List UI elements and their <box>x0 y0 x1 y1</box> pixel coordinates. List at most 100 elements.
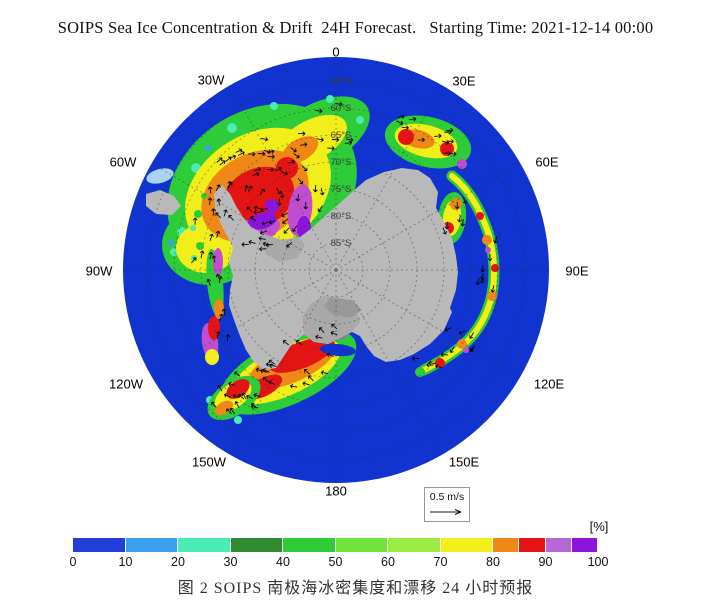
drift-arrow <box>397 114 405 119</box>
drift-arrow <box>215 331 221 339</box>
drift-arrow <box>326 352 334 358</box>
drift-arrow <box>320 370 329 375</box>
drift-arrow <box>327 146 335 151</box>
drift-arrow <box>287 159 296 165</box>
drift-arrow <box>412 356 420 361</box>
lon-label-60e: 60E <box>535 154 559 170</box>
drift-arrow <box>208 251 214 260</box>
drift-arrow <box>223 393 231 398</box>
colorbar-segment <box>440 538 492 552</box>
lon-label-120w: 120W <box>109 376 143 392</box>
drift-arrow <box>253 392 261 398</box>
colorbar-tick-label: 20 <box>171 555 185 569</box>
drift-arrow <box>444 221 450 230</box>
drift-arrow <box>308 375 314 382</box>
drift-arrow <box>298 131 306 136</box>
lat-label-55s: 55°S <box>331 76 352 87</box>
drift-arrow <box>265 362 274 367</box>
drift-arrow <box>444 327 452 332</box>
lon-label-150e: 150E <box>448 454 480 470</box>
drift-arrow <box>234 401 240 408</box>
drift-arrow <box>229 407 235 415</box>
colorbar-segment <box>545 538 571 552</box>
meridian-line <box>151 269 337 377</box>
drift-arrow <box>211 255 217 263</box>
drift-arrow <box>274 166 282 172</box>
drift-arrow <box>228 154 237 159</box>
meridian-line <box>335 163 521 271</box>
drift-arrow <box>315 108 323 114</box>
drift-arrow <box>257 151 266 157</box>
drift-arrow <box>315 334 323 340</box>
drift-arrow <box>265 242 273 248</box>
colorbar-segment <box>335 538 387 552</box>
drift-arrow <box>444 129 452 135</box>
drift-arrow <box>262 368 270 373</box>
drift-arrow <box>316 137 324 143</box>
drift-arrow <box>283 227 290 234</box>
lat-label-65s: 65°S <box>331 130 352 141</box>
drift-arrow <box>228 381 236 387</box>
colorbar-segment <box>230 538 282 552</box>
drift-arrow <box>248 239 256 245</box>
ross-ice-shelf-inner <box>324 298 362 318</box>
drift-arrow <box>246 394 254 400</box>
drift-arrow <box>209 233 214 241</box>
colorbar-segment <box>283 538 335 552</box>
colorbar-segment <box>493 538 519 552</box>
colorbar-ticks: 0 10 20 30 40 50 60 70 80 90 100 <box>69 555 609 571</box>
drift-arrow <box>449 346 455 353</box>
drift-arrow <box>207 186 213 194</box>
drift-arrow <box>293 153 300 159</box>
lon-label-90e: 90E <box>565 263 589 279</box>
drift-arrow <box>457 215 462 223</box>
drift-arrow <box>401 125 409 131</box>
colorbar-tick-label: 80 <box>486 555 500 569</box>
drift-arrow <box>206 278 211 286</box>
drift-arrow <box>301 165 308 172</box>
drift-arrow <box>226 408 232 415</box>
drift-arrow <box>268 359 276 365</box>
latitude-circle <box>146 80 526 460</box>
drift-arrow <box>289 383 298 389</box>
colorbar-tick-label: 70 <box>433 555 448 569</box>
drift-arrow <box>292 225 298 232</box>
meridian-line <box>229 85 337 271</box>
drift-arrow <box>216 198 222 206</box>
drift-arrow <box>441 140 450 145</box>
drift-arrow <box>215 230 221 238</box>
lon-label-180: 180 <box>325 483 347 499</box>
drift-arrow <box>470 345 476 352</box>
drift-arrow <box>460 219 466 227</box>
colorbar-tick-label: 40 <box>276 555 290 569</box>
colorbar-segment <box>125 538 177 552</box>
drift-arrow <box>281 212 289 218</box>
latitude-labels: 55°S 60°S 65°S 70°S 75°S 80°S 85°S <box>331 76 352 249</box>
drift-arrow <box>442 227 448 235</box>
drift-arrow <box>262 376 269 383</box>
meridian-line <box>151 163 337 271</box>
lat-label-85s: 85°S <box>331 238 352 249</box>
colorbar-tick-label: 60 <box>381 555 395 569</box>
drift-arrow <box>440 352 449 358</box>
lat-label-70s: 70°S <box>331 157 352 168</box>
colorbar-tick-label: 0 <box>69 555 77 569</box>
lon-label-30w: 30W <box>197 72 225 88</box>
drift-arrow <box>241 242 249 247</box>
drift-arrow <box>268 380 276 386</box>
colorbar-segment <box>178 538 230 552</box>
drift-arrow <box>480 272 485 281</box>
latitude-circle <box>227 161 445 379</box>
drift-arrow <box>303 369 310 375</box>
colorbar-tick-label: 10 <box>118 555 133 569</box>
drift-arrow <box>237 151 245 156</box>
drift-arrow <box>331 137 340 143</box>
drift-arrow <box>228 214 234 221</box>
latitude-circle <box>281 215 391 325</box>
lon-label-90w: 90W <box>85 263 113 279</box>
drift-arrow <box>254 205 262 210</box>
drift-arrow <box>290 147 297 153</box>
colorbar-tick-label: 100 <box>587 555 609 569</box>
drift-arrow <box>303 202 309 210</box>
drift-arrow <box>276 198 282 206</box>
